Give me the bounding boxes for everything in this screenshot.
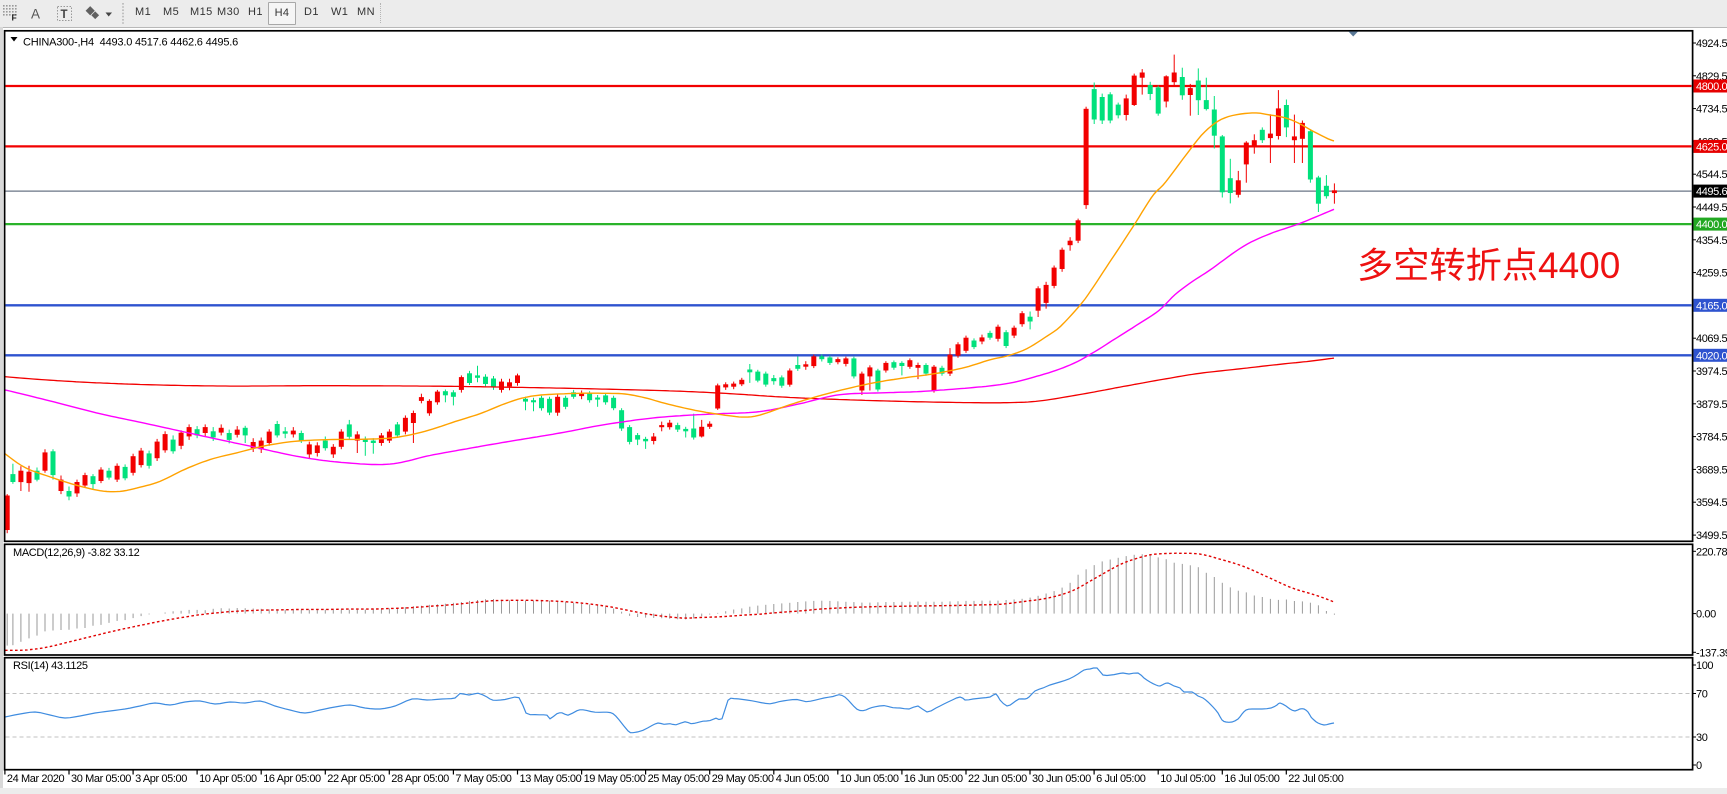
svg-text:10 Jul 05:00: 10 Jul 05:00 [1160,773,1215,785]
svg-text:220.78: 220.78 [1696,546,1727,558]
svg-text:4069.5: 4069.5 [1696,333,1727,345]
svg-text:4800.0: 4800.0 [1696,81,1727,93]
svg-text:29 May 05:00: 29 May 05:00 [712,773,774,785]
svg-text:4734.5: 4734.5 [1696,104,1727,116]
svg-text:16 Apr 05:00: 16 Apr 05:00 [263,773,321,785]
svg-text:4924.5: 4924.5 [1696,38,1727,50]
svg-text:3974.5: 3974.5 [1696,366,1727,378]
svg-text:19 May 05:00: 19 May 05:00 [584,773,646,785]
svg-text:4495.6: 4495.6 [1696,186,1727,198]
svg-text:4165.0: 4165.0 [1696,300,1727,312]
svg-text:4354.5: 4354.5 [1696,235,1727,247]
svg-text:22 Jul 05:00: 22 Jul 05:00 [1288,773,1343,785]
svg-text:4449.5: 4449.5 [1696,202,1727,214]
svg-text:CHINA300-,H4 4493.0 4517.6 44: CHINA300-,H4 4493.0 4517.6 4462.6 4495.6 [23,37,238,49]
svg-text:F: F [12,13,17,23]
svg-text:0: 0 [1696,760,1702,772]
svg-text:13 May 05:00: 13 May 05:00 [520,773,582,785]
svg-text:3499.5: 3499.5 [1696,530,1727,542]
svg-text:0.00: 0.00 [1696,609,1716,621]
svg-text:3784.5: 3784.5 [1696,432,1727,444]
svg-text:3 Apr 05:00: 3 Apr 05:00 [135,773,187,785]
svg-text:30: 30 [1696,732,1708,744]
svg-text:22 Jun 05:00: 22 Jun 05:00 [968,773,1027,785]
svg-text:70: 70 [1696,689,1708,701]
svg-text:24 Mar 2020: 24 Mar 2020 [7,773,65,785]
svg-text:16 Jul 05:00: 16 Jul 05:00 [1224,773,1279,785]
svg-text:10 Jun 05:00: 10 Jun 05:00 [840,773,899,785]
svg-text:3594.5: 3594.5 [1696,497,1727,509]
svg-text:4625.0: 4625.0 [1696,141,1727,153]
svg-text:MACD(12,26,9) -3.82 33.12: MACD(12,26,9) -3.82 33.12 [13,547,140,559]
svg-text:22 Apr 05:00: 22 Apr 05:00 [327,773,385,785]
svg-text:100: 100 [1696,660,1713,672]
svg-text:T: T [61,9,68,21]
svg-text:RSI(14) 43.1125: RSI(14) 43.1125 [13,660,88,672]
svg-text:16 Jun 05:00: 16 Jun 05:00 [904,773,963,785]
svg-text:7 May 05:00: 7 May 05:00 [455,773,511,785]
svg-text:28 Apr 05:00: 28 Apr 05:00 [391,773,449,785]
svg-text:4 Jun 05:00: 4 Jun 05:00 [776,773,829,785]
svg-text:A: A [31,7,40,22]
svg-text:30 Mar 05:00: 30 Mar 05:00 [71,773,131,785]
svg-text:25 May 05:00: 25 May 05:00 [648,773,710,785]
svg-text:30 Jun 05:00: 30 Jun 05:00 [1032,773,1091,785]
svg-text:-137.39: -137.39 [1696,647,1727,659]
svg-text:4259.5: 4259.5 [1696,268,1727,280]
svg-text:6 Jul 05:00: 6 Jul 05:00 [1096,773,1146,785]
svg-text:4400: 4400 [1538,245,1620,286]
svg-text:3879.5: 3879.5 [1696,399,1727,411]
svg-text:10 Apr 05:00: 10 Apr 05:00 [199,773,257,785]
svg-text:4400.0: 4400.0 [1696,219,1727,231]
svg-text:4020.0: 4020.0 [1696,350,1727,362]
svg-text:4544.5: 4544.5 [1696,169,1727,181]
svg-text:3689.5: 3689.5 [1696,464,1727,476]
